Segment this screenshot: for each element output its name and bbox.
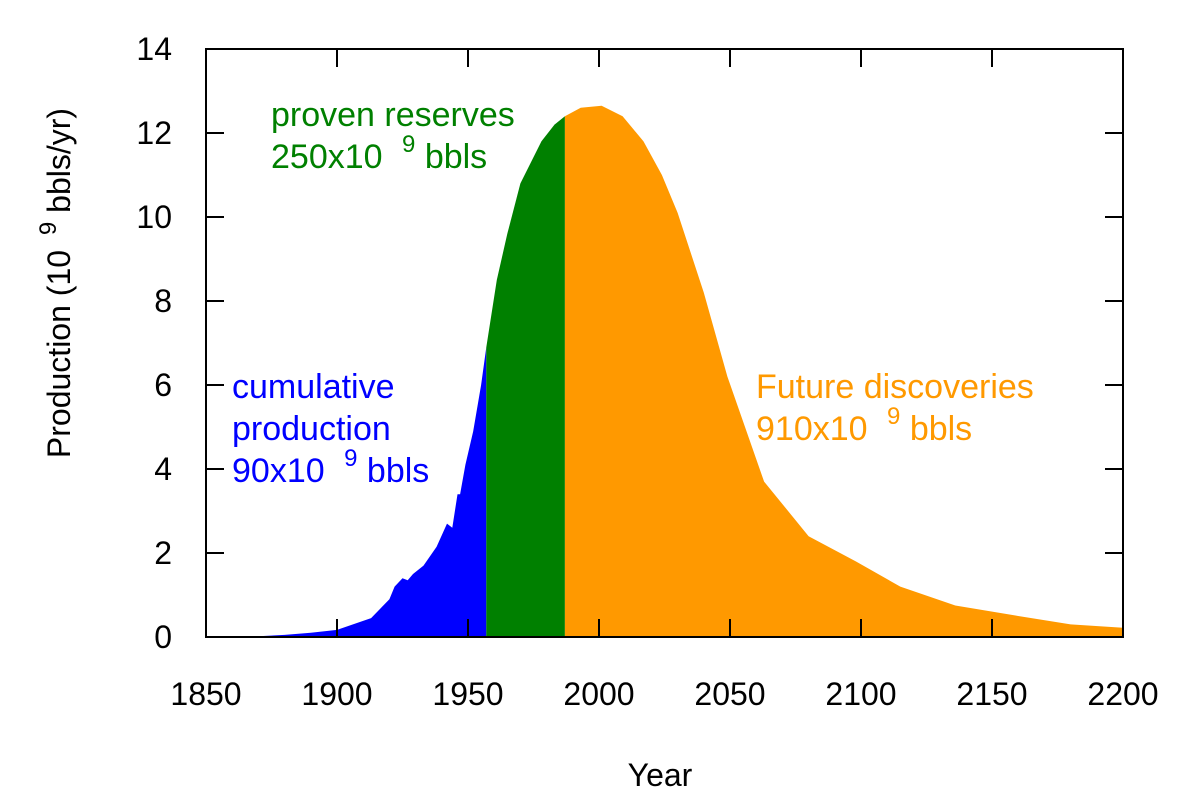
x-tick-label-2150: 2150 xyxy=(956,676,1027,712)
x-tick-label-2100: 2100 xyxy=(825,676,896,712)
proven-value-prefix: 250x10 xyxy=(271,138,383,176)
y-tick-label-8: 8 xyxy=(154,283,172,319)
y-tick-label-10: 10 xyxy=(136,199,172,235)
x-axis-title: Year xyxy=(628,757,693,793)
y-tick-label-14: 14 xyxy=(136,31,172,67)
x-tick-labels: 1850 1900 1950 2000 2050 2100 2150 2200 xyxy=(170,676,1158,712)
cumulative-value-exponent: 9 xyxy=(344,445,357,472)
x-tick-label-1850: 1850 xyxy=(170,676,241,712)
y-tick-label-0: 0 xyxy=(154,619,172,655)
future-value-suffix: bbls xyxy=(910,410,972,448)
cumulative-label-line-2: production xyxy=(232,410,391,448)
area-proven xyxy=(486,116,565,637)
x-tick-label-2000: 2000 xyxy=(563,676,634,712)
y-tick-label-4: 4 xyxy=(154,451,172,487)
axis-ticks xyxy=(205,48,1124,638)
x-tick-label-2200: 2200 xyxy=(1087,676,1158,712)
future-label-line-1: Future discoveries xyxy=(756,368,1034,406)
future-value-exponent: 9 xyxy=(887,403,900,430)
area-future xyxy=(564,105,1123,637)
proven-label-line-1: proven reserves xyxy=(271,96,515,134)
y-axis-title-suffix: bbls/yr) xyxy=(41,108,77,213)
x-tick-label-2050: 2050 xyxy=(694,676,765,712)
future-discoveries-annotation: Future discoveries 910x10 9 bbls xyxy=(756,368,1043,448)
x-tick-label-1900: 1900 xyxy=(301,676,372,712)
y-axis-title-prefix: Production (10 xyxy=(41,250,77,458)
cumulative-value-suffix: bbls xyxy=(367,452,429,490)
plot-frame xyxy=(205,48,1124,638)
y-tick-label-6: 6 xyxy=(154,367,172,403)
y-axis-title: Production (10 9 bbls/yr) xyxy=(27,108,77,458)
cumulative-label-line-1: cumulative xyxy=(232,368,395,406)
proven-reserves-annotation: proven reserves 250x10 9 bbls xyxy=(271,96,524,176)
cumulative-production-annotation: cumulative production 90x10 9 bbls xyxy=(232,368,429,490)
y-axis-title-exponent: 9 xyxy=(35,222,62,235)
area-series-group xyxy=(206,105,1123,637)
plot-border xyxy=(205,48,1124,638)
area-cumulative xyxy=(206,347,487,637)
proven-value-suffix: bbls xyxy=(425,138,487,176)
y-tick-labels: 0 2 4 6 8 10 12 14 xyxy=(136,31,172,655)
proven-value-exponent: 9 xyxy=(402,131,415,158)
cumulative-value-prefix: 90x10 xyxy=(232,452,325,490)
y-tick-label-12: 12 xyxy=(136,115,172,151)
future-value-prefix: 910x10 xyxy=(756,410,868,448)
y-tick-label-2: 2 xyxy=(154,535,172,571)
x-tick-label-1950: 1950 xyxy=(432,676,503,712)
